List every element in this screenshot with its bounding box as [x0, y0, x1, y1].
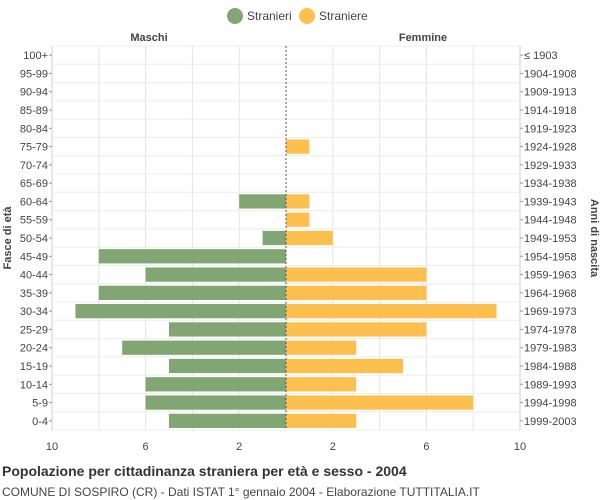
birth-year-label: 1924-1928	[524, 142, 577, 154]
chart-source: COMUNE DI SOSPIRO (CR) - Dati ISTAT 1° g…	[2, 485, 480, 499]
bar-stranieri	[98, 285, 286, 300]
age-group-label: 5-9	[32, 398, 48, 410]
birth-year-label: 1919-1923	[524, 123, 577, 135]
age-group-label: 75-79	[20, 142, 48, 154]
age-group-label: 10-14	[20, 379, 48, 391]
birth-year-label: 1969-1973	[524, 306, 577, 318]
bar-stranieri	[169, 413, 286, 428]
bar-stranieri	[122, 340, 286, 355]
birth-year-label: 1964-1968	[524, 288, 577, 300]
birth-year-label: 1989-1993	[524, 379, 577, 391]
bar-straniere	[286, 285, 427, 300]
birth-year-label: 1949-1953	[524, 233, 577, 245]
bar-stranieri	[262, 230, 286, 246]
bar-straniere	[286, 194, 310, 209]
age-group-label: 25-29	[20, 324, 48, 336]
age-group-label: 30-34	[20, 306, 48, 318]
birth-year-label: 1944-1948	[524, 215, 577, 227]
age-group-label: 15-19	[20, 361, 48, 373]
bar-stranieri	[145, 267, 286, 282]
chart-title: Popolazione per cittadinanza straniera p…	[2, 463, 407, 479]
age-group-label: 0-4	[32, 416, 48, 428]
birth-year-label: ≤ 1903	[524, 50, 558, 62]
age-group-label: 40-44	[20, 270, 48, 282]
legend-label-stranieri: Stranieri	[247, 9, 292, 23]
males-header: Maschi	[130, 32, 167, 44]
bar-stranieri	[75, 304, 287, 319]
age-group-label: 20-24	[20, 343, 48, 355]
age-group-label: 50-54	[20, 233, 48, 245]
bar-straniere	[286, 395, 474, 410]
age-group-label: 80-84	[20, 123, 48, 135]
bar-straniere	[286, 340, 357, 355]
x-tick-label: 2	[236, 441, 242, 453]
bar-straniere	[286, 358, 403, 374]
x-tick-label: 6	[423, 441, 429, 453]
birth-year-label: 1934-1938	[524, 178, 577, 190]
birth-year-label: 1954-1958	[524, 251, 577, 263]
x-tick-label: 6	[143, 441, 149, 453]
birth-year-label: 1994-1998	[524, 398, 577, 410]
birth-year-label: 1939-1943	[524, 196, 577, 208]
birth-year-label: 1959-1963	[524, 270, 577, 282]
birth-year-label: 1929-1933	[524, 160, 577, 172]
legend-marker-straniere	[299, 8, 315, 24]
y-axis-title-right: Anni di nascita	[588, 199, 600, 278]
bar-stranieri	[145, 377, 286, 392]
birth-year-label: 1904-1908	[524, 68, 577, 80]
age-group-label: 85-89	[20, 105, 48, 117]
x-tick-label: 2	[330, 441, 336, 453]
age-group-label: 90-94	[20, 87, 48, 99]
age-group-label: 65-69	[20, 178, 48, 190]
bar-stranieri	[169, 358, 286, 374]
birth-year-label: 1974-1978	[524, 324, 577, 336]
legend-marker-stranieri	[227, 8, 243, 24]
bar-straniere	[286, 212, 310, 227]
bar-stranieri	[145, 395, 286, 410]
age-group-label: 95-99	[20, 68, 48, 80]
y-axis-title-left: Fasce di età	[2, 206, 14, 270]
age-group-label: 55-59	[20, 215, 48, 227]
age-group-label: 100+	[23, 50, 48, 62]
birth-year-label: 1909-1913	[524, 87, 577, 99]
birth-year-label: 1999-2003	[524, 416, 577, 428]
bar-stranieri	[98, 249, 286, 264]
legend-label-straniere: Straniere	[319, 9, 368, 23]
bar-straniere	[286, 304, 497, 319]
birth-year-label: 1979-1983	[524, 343, 577, 355]
x-tick-label: 10	[514, 441, 526, 453]
population-pyramid-chart: 100+ ≤ 1903 95-99 1904-1908 90-94 1909-1913 85…	[2, 8, 600, 453]
birth-year-label: 1984-1988	[524, 361, 577, 373]
bar-straniere	[286, 139, 310, 154]
bar-straniere	[286, 267, 427, 282]
females-header: Femmine	[399, 32, 447, 44]
birth-year-label: 1914-1918	[524, 105, 577, 117]
bar-straniere	[286, 322, 427, 337]
age-group-label: 35-39	[20, 288, 48, 300]
bar-stranieri	[169, 322, 286, 337]
bar-straniere	[286, 230, 333, 246]
x-tick-label: 10	[46, 441, 58, 453]
bar-straniere	[286, 377, 357, 392]
bar-stranieri	[239, 194, 286, 209]
age-group-label: 70-74	[20, 160, 48, 172]
age-group-label: 60-64	[20, 196, 48, 208]
age-group-label: 45-49	[20, 251, 48, 263]
bar-straniere	[286, 413, 357, 428]
